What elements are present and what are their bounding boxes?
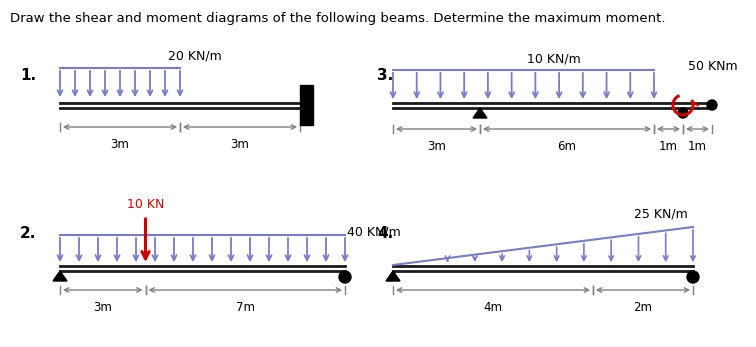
Text: 10 KN: 10 KN	[127, 198, 164, 211]
Text: 3m: 3m	[110, 138, 129, 151]
Text: Draw the shear and moment diagrams of the following beams. Determine the maximum: Draw the shear and moment diagrams of th…	[10, 12, 665, 25]
Text: 4m: 4m	[484, 301, 503, 314]
Circle shape	[707, 100, 717, 110]
Text: 40 KN/m: 40 KN/m	[347, 226, 401, 238]
Polygon shape	[386, 271, 400, 281]
Polygon shape	[473, 108, 487, 118]
Circle shape	[339, 271, 351, 283]
Text: 2.: 2.	[20, 226, 36, 241]
Text: 2m: 2m	[634, 301, 652, 314]
Text: 3m: 3m	[427, 140, 446, 153]
Text: 10 KN/m: 10 KN/m	[527, 52, 581, 65]
Text: 7m: 7m	[236, 301, 255, 314]
Text: 1m: 1m	[659, 140, 678, 153]
Polygon shape	[53, 271, 67, 281]
Text: 1m: 1m	[688, 140, 707, 153]
Text: 6m: 6m	[557, 140, 577, 153]
Circle shape	[678, 108, 688, 118]
Text: 1.: 1.	[20, 68, 36, 83]
Text: 3.: 3.	[377, 68, 393, 83]
Text: 4.: 4.	[377, 226, 393, 241]
Text: 25 KN/m: 25 KN/m	[634, 207, 688, 220]
Text: 3m: 3m	[231, 138, 249, 151]
Text: 20 KN/m: 20 KN/m	[168, 49, 222, 62]
Bar	[300, 85, 313, 125]
Text: 50 KNm: 50 KNm	[688, 60, 738, 73]
Text: 3m: 3m	[93, 301, 112, 314]
Circle shape	[687, 271, 699, 283]
